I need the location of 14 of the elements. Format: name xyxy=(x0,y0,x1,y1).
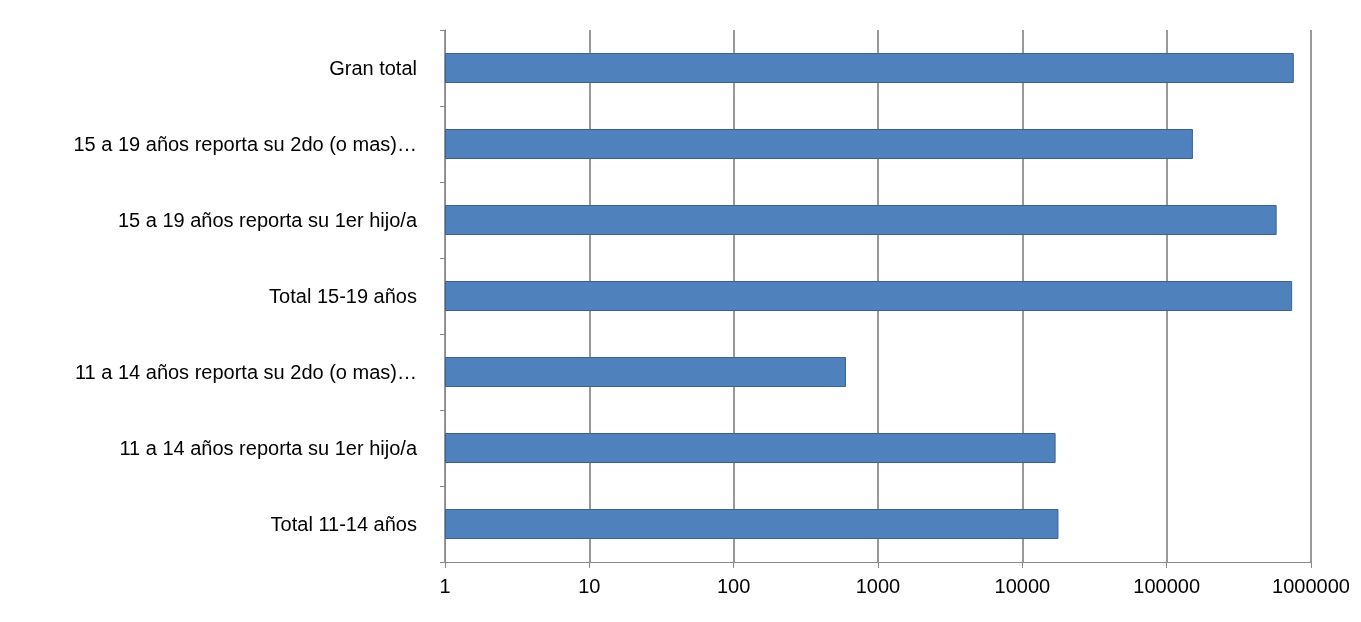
y-tick-label: Gran total xyxy=(329,57,417,79)
x-tick-label: 1000 xyxy=(855,575,901,597)
y-tick-label: 15 a 19 años reporta su 2do (o mas)… xyxy=(73,133,417,155)
x-tick-label: 1 xyxy=(439,575,451,597)
y-tick-label: 11 a 14 años reporta su 1er hijo/a xyxy=(119,437,418,459)
y-tick-label: 15 a 19 años reporta su 1er hijo/a xyxy=(117,209,418,231)
x-tick-label: 1000000 xyxy=(1272,575,1350,597)
x-tick-label: 100000 xyxy=(1133,575,1201,597)
x-tick-label: 100 xyxy=(716,575,751,597)
x-tick-label: 10000 xyxy=(994,575,1051,597)
y-tick-label: Total 15-19 años xyxy=(269,285,417,307)
y-tick-label: 11 a 14 años reporta su 2do (o mas)… xyxy=(74,361,417,383)
x-tick-label: 10 xyxy=(578,575,601,597)
y-tick-label: Total 11-14 años xyxy=(270,513,417,535)
